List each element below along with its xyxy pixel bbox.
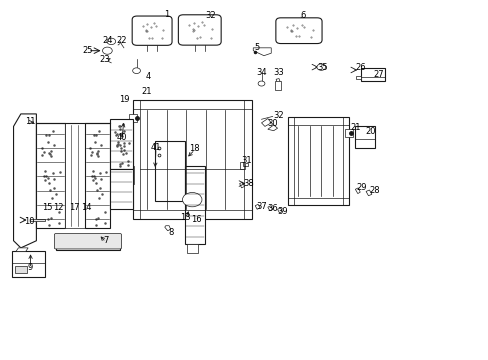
Bar	[132, 100, 251, 219]
Text: 34: 34	[256, 68, 266, 77]
Polygon shape	[164, 226, 170, 231]
Bar	[12, 251, 45, 277]
Circle shape	[182, 193, 202, 207]
Circle shape	[258, 81, 264, 86]
Bar	[354, 126, 374, 148]
Bar	[155, 141, 185, 202]
Bar	[361, 68, 384, 81]
Text: 15: 15	[42, 203, 53, 212]
Circle shape	[132, 68, 140, 73]
Text: 1: 1	[164, 10, 169, 19]
Polygon shape	[239, 162, 248, 169]
Text: 25: 25	[82, 46, 93, 55]
Text: 20: 20	[365, 127, 375, 136]
Polygon shape	[30, 219, 45, 221]
Text: 6: 6	[300, 11, 305, 20]
Text: 5: 5	[253, 43, 259, 52]
Polygon shape	[16, 248, 28, 251]
Circle shape	[316, 64, 325, 70]
Bar	[36, 123, 64, 228]
Polygon shape	[261, 118, 271, 126]
Text: 16: 16	[191, 215, 202, 224]
Text: 30: 30	[267, 119, 278, 128]
Text: 12: 12	[53, 203, 64, 212]
Text: 24: 24	[102, 36, 112, 45]
Text: 4: 4	[145, 72, 150, 81]
Polygon shape	[366, 190, 371, 196]
Bar	[287, 117, 348, 205]
Text: 28: 28	[369, 186, 379, 195]
Polygon shape	[267, 206, 272, 211]
Text: 11: 11	[25, 117, 36, 126]
Circle shape	[107, 38, 116, 45]
Text: 27: 27	[372, 70, 383, 79]
Text: 18: 18	[189, 144, 200, 153]
Text: 14: 14	[81, 203, 92, 212]
Bar	[56, 235, 120, 249]
Text: 19: 19	[119, 95, 129, 104]
Polygon shape	[356, 76, 361, 79]
Text: 39: 39	[277, 207, 287, 216]
Text: 31: 31	[241, 156, 252, 165]
Text: 21: 21	[141, 87, 151, 96]
Polygon shape	[276, 78, 280, 84]
Polygon shape	[253, 48, 271, 56]
Polygon shape	[239, 182, 244, 188]
Text: 26: 26	[354, 63, 365, 72]
Text: 13: 13	[180, 213, 190, 222]
Polygon shape	[267, 125, 277, 131]
Circle shape	[102, 47, 112, 54]
Text: 40: 40	[117, 133, 127, 142]
Text: 29: 29	[355, 183, 366, 192]
Text: 32: 32	[205, 11, 215, 20]
Text: 10: 10	[24, 217, 35, 226]
Text: 38: 38	[243, 179, 253, 188]
Text: 32: 32	[273, 111, 283, 120]
Text: 9: 9	[28, 263, 33, 272]
FancyBboxPatch shape	[54, 234, 121, 249]
FancyBboxPatch shape	[132, 16, 172, 45]
Bar	[185, 166, 204, 244]
Text: 17: 17	[69, 203, 80, 212]
Bar	[64, 123, 85, 228]
Text: 21: 21	[349, 123, 360, 132]
Text: 23: 23	[99, 55, 109, 64]
Text: 8: 8	[167, 228, 173, 237]
Text: 7: 7	[103, 236, 108, 245]
Polygon shape	[277, 208, 282, 213]
Bar	[128, 114, 136, 122]
Bar	[85, 123, 110, 228]
Polygon shape	[355, 188, 360, 194]
Text: 37: 37	[256, 202, 266, 211]
Bar	[119, 166, 133, 184]
Bar	[110, 169, 133, 208]
Polygon shape	[14, 114, 36, 248]
Text: 36: 36	[267, 204, 278, 213]
FancyBboxPatch shape	[178, 15, 221, 45]
Text: 33: 33	[273, 68, 284, 77]
Bar	[110, 119, 133, 169]
Bar	[345, 129, 352, 137]
Bar	[15, 266, 27, 273]
Text: 22: 22	[117, 36, 127, 45]
Text: 35: 35	[316, 63, 327, 72]
Bar	[187, 244, 198, 253]
FancyBboxPatch shape	[275, 18, 322, 44]
Text: 41: 41	[150, 143, 161, 152]
Polygon shape	[255, 204, 260, 209]
Bar	[274, 81, 281, 90]
